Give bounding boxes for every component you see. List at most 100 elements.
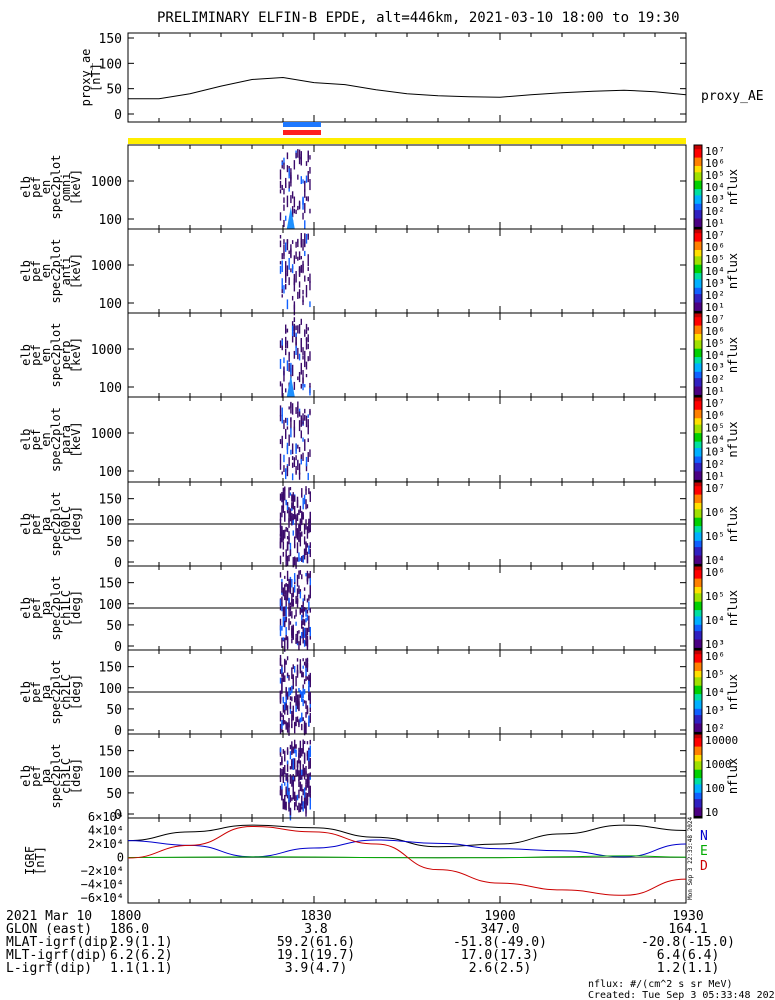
colorbar-cell [694, 559, 702, 563]
spectrogram-cell [283, 371, 285, 382]
spectrogram-cell [285, 215, 287, 221]
spectrogram-cell [304, 203, 306, 214]
spectrogram-cell [286, 239, 289, 251]
spectrogram-cell [303, 619, 306, 626]
spectrogram-cell [293, 696, 296, 700]
spectrogram-cell [295, 796, 297, 807]
colorbar-cell [694, 597, 702, 601]
spectrogram-cell [286, 570, 289, 582]
spectrogram-cell [289, 774, 292, 784]
spectrogram-cell [281, 407, 283, 417]
colorbar-cell [694, 694, 702, 697]
spectrogram-cell [290, 195, 292, 204]
colorbar-cell [694, 403, 702, 406]
spectrogram-cell [289, 696, 292, 701]
colorbar-cell [694, 698, 702, 701]
spectrogram-cell [292, 513, 294, 521]
spectrogram-cell [303, 661, 306, 666]
igrf-ytick: −4×10⁴ [81, 878, 124, 892]
colorbar-cell [694, 479, 702, 483]
colorbar-cell [694, 650, 702, 653]
spectrogram-cell [286, 527, 289, 533]
spectrogram-cell [302, 789, 304, 796]
spectrogram-cell [295, 795, 297, 799]
spectrogram-cell [308, 521, 310, 531]
spectrogram-cell [301, 608, 303, 613]
spectrogram-cell [299, 570, 302, 575]
colorbar-cell [694, 526, 702, 529]
spectrogram-cell [293, 721, 296, 727]
spectrogram-cell [286, 442, 289, 455]
spectrogram-cell [283, 244, 285, 256]
spectrogram-cell [305, 175, 308, 183]
spectrogram-cell [309, 208, 311, 214]
spectrogram-cell [279, 265, 282, 274]
spectrogram-cell [301, 493, 303, 497]
colorbar-tick: 10³ [705, 638, 725, 651]
colorbar-2 [693, 312, 703, 398]
colorbar-cell [694, 450, 702, 453]
spectrogram-cell [290, 402, 292, 414]
colorbar-cell [694, 519, 702, 523]
spectrogram-cell [305, 373, 308, 378]
spectrogram-cell [302, 437, 304, 442]
spectrogram-cell [292, 492, 294, 499]
spectrogram-cell [290, 427, 292, 438]
spectrogram-cell [295, 676, 297, 687]
colorbar-cell [694, 740, 702, 743]
spectrogram-cell [308, 680, 310, 692]
colorbar-cell [694, 241, 702, 245]
colorbar-cell [694, 317, 702, 320]
spectrogram-cell [282, 606, 285, 617]
spectrogram-cell [308, 674, 310, 685]
spectrogram-cell [302, 199, 304, 210]
spectrogram-cell [300, 338, 302, 348]
spectrogram-ylabel-7-line: elb [19, 765, 33, 787]
spectrogram-cell [281, 581, 283, 589]
spectrogram-cell [304, 220, 306, 229]
spectrogram-cell [291, 776, 293, 787]
spectrogram-cell [301, 775, 303, 780]
spectrogram-cell [300, 454, 302, 459]
spectrogram-marks-2 [279, 317, 311, 398]
spectrogram-cell [307, 414, 309, 418]
spectrogram-cell [286, 152, 289, 160]
spectrogram-cell [308, 751, 310, 762]
colorbar-cell [694, 329, 702, 333]
colorbar-cell [694, 454, 702, 457]
spectrogram-cell [305, 415, 308, 428]
spectrogram-cell [303, 787, 306, 798]
spectrogram-cell [286, 760, 289, 765]
spectrogram-cell [298, 509, 300, 515]
spectrogram-cell [299, 591, 302, 599]
colorbar-cell [694, 473, 702, 477]
spectrogram-cell [283, 204, 285, 211]
spectrogram-cell [279, 518, 282, 528]
igrf-e-line [127, 855, 687, 859]
spectrogram-panel-frame-0 [127, 144, 687, 230]
colorbar-cell [694, 545, 702, 548]
spectrogram-cell [293, 208, 296, 214]
spectrogram-cell [299, 521, 302, 526]
spectrogram-cell [296, 699, 299, 710]
spectrogram-cell [298, 446, 301, 453]
colorbar-cell [694, 388, 702, 392]
colorbar-cell [694, 702, 702, 706]
colorbar-cell [694, 431, 702, 434]
spectrogram-marks-5 [279, 570, 311, 652]
spectrogram-cell [306, 543, 309, 548]
spectrogram-cell [281, 184, 283, 191]
spectrogram-ylabel-2-line: elb [19, 344, 33, 366]
colorbar-cell [694, 264, 702, 268]
spectrogram-cell [284, 803, 286, 810]
spectrogram-cell [284, 664, 286, 673]
spectrogram-cell [307, 472, 309, 481]
spectrogram-cell [298, 779, 300, 787]
colorbar-tick: 10⁷ [705, 145, 725, 158]
colorbar-cell [694, 629, 702, 632]
spectrogram-cell [291, 797, 293, 801]
spectrogram-cell [279, 768, 282, 779]
spectrogram-cell [295, 719, 297, 727]
colorbar-tick: 1000 [705, 758, 732, 771]
spectrogram-cell [281, 435, 283, 445]
